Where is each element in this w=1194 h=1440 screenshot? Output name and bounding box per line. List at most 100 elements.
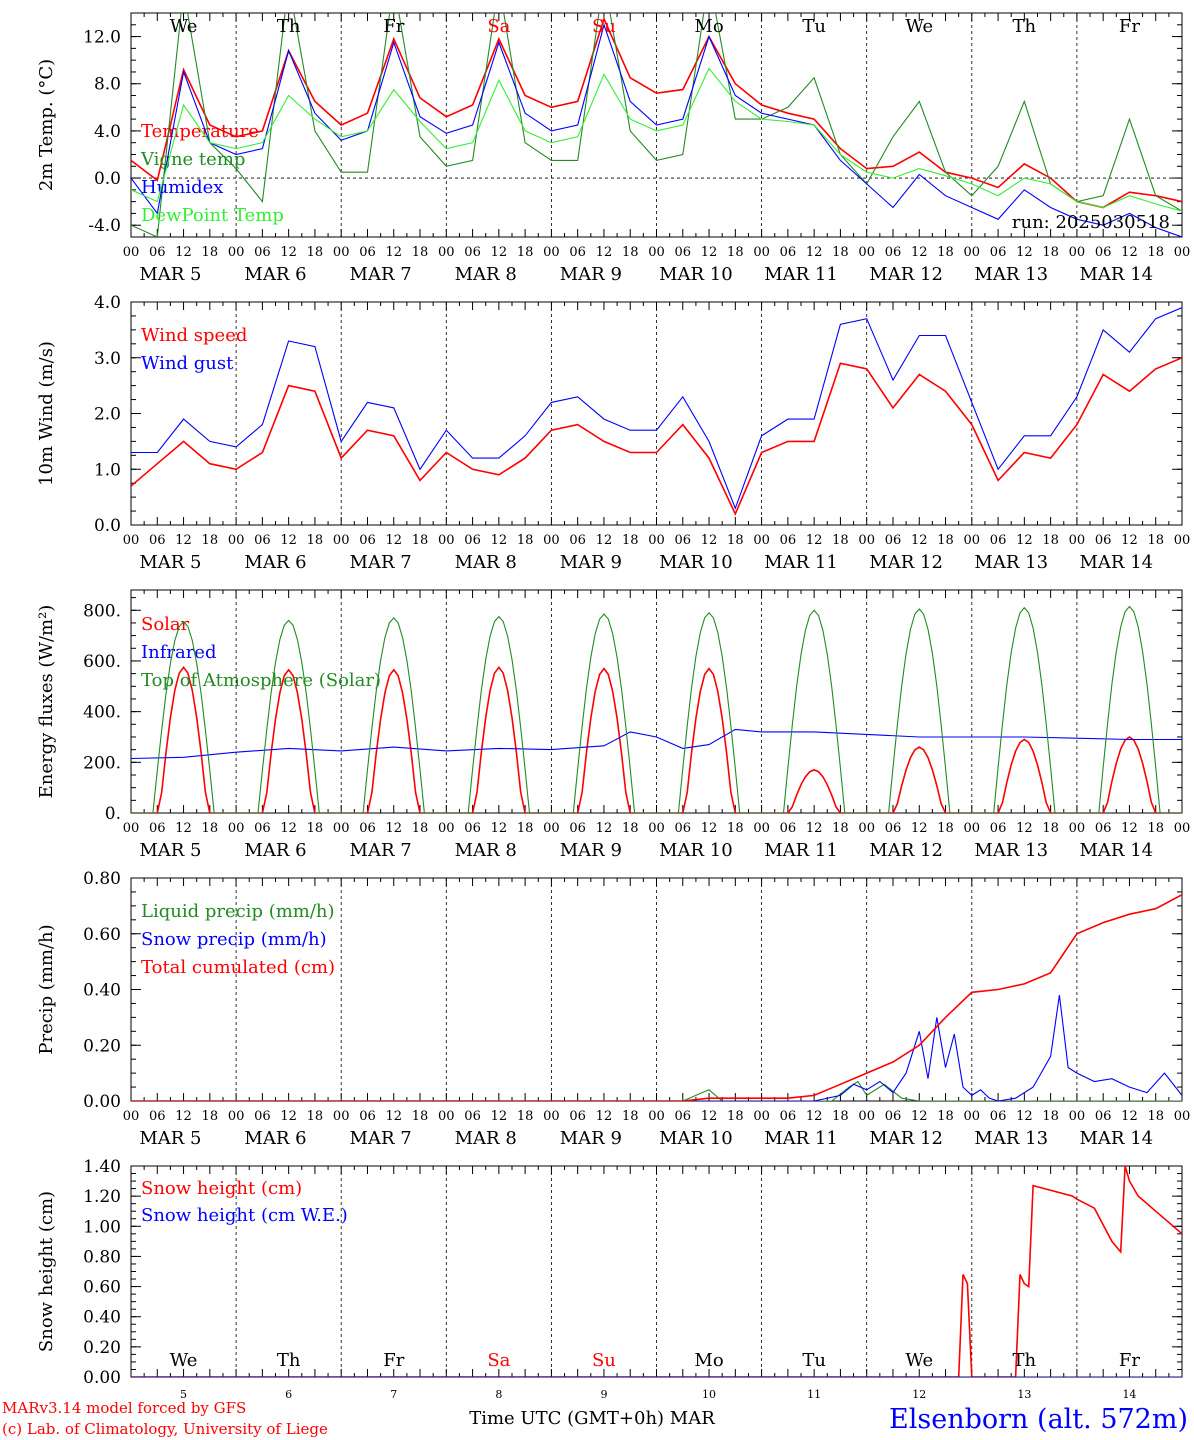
hour-tick-label: 18 [1147,245,1164,260]
date-label: MAR 12 [869,264,943,285]
hour-tick-label: 00 [228,245,245,260]
hour-tick-label: 00 [438,821,455,836]
legend-entry: DewPoint Temp [141,205,284,226]
y-tick-label: 2.0 [94,405,121,425]
hour-tick-label: 12 [806,821,823,836]
hour-tick-label: 12 [491,821,508,836]
panel-3: 800. 600. 400. 200. 0. Energy fluxes (W/m²) So… [36,589,1190,861]
hour-tick-label: 12 [1121,245,1138,260]
day-number-label: 12 [912,1388,926,1401]
series-line-snow-precip-mm-h- [131,995,1182,1101]
hour-tick-label: 06 [675,821,692,836]
hour-tick-label: 00 [333,245,350,260]
hour-tick-label: 12 [1121,821,1138,836]
credit-line-1: MARv3.14 model forced by GFS [2,1399,246,1417]
date-label: MAR 5 [139,1128,201,1149]
hour-tick-label: 12 [175,821,192,836]
hour-tick-label: 18 [622,533,639,548]
hour-tick-label: 12 [911,1109,928,1124]
y-tick-label: 0.0 [94,169,121,189]
plot-frame [130,589,1183,814]
hour-tick-label: 12 [280,1109,297,1124]
hour-tick-label: 06 [569,533,586,548]
y-tick-label: 8.0 [94,75,121,95]
hour-tick-label: 00 [438,245,455,260]
hour-tick-label: 18 [1147,1109,1164,1124]
hour-tick-label: 06 [149,1109,166,1124]
hour-tick-label: 00 [543,245,560,260]
hour-tick-label: 18 [202,533,219,548]
hour-tick-label: 00 [438,533,455,548]
hour-tick-label: 12 [911,245,928,260]
day-name-label: Fr [383,1350,404,1371]
hour-tick-label: 00 [753,245,770,260]
hour-tick-label: 18 [832,533,849,548]
hour-tick-label: 18 [517,1109,534,1124]
series-line-solar [131,665,1182,813]
hour-tick-label: 00 [1069,1109,1086,1124]
day-name-label: We [170,16,198,37]
footer: MARv3.14 model forced by GFS (c) Lab. of… [2,1399,1188,1438]
hour-tick-label: 18 [1042,245,1059,260]
date-label: MAR 7 [350,264,412,285]
hour-tick-label: 00 [753,1109,770,1124]
day-name-label: Su [592,1350,616,1371]
hour-tick-label: 06 [1095,245,1112,260]
hour-tick-label: 12 [596,533,613,548]
date-label: MAR 8 [455,552,517,573]
hour-tick-label: 06 [254,533,271,548]
hour-tick-label: 00 [753,821,770,836]
plot-frame [130,301,1183,526]
hour-tick-label: 18 [412,821,429,836]
hour-tick-label: 00 [1069,533,1086,548]
date-label: MAR 12 [869,552,943,573]
hour-tick-label: 00 [964,821,981,836]
hour-tick-label: 00 [858,821,875,836]
hour-tick-label: 06 [990,1109,1007,1124]
series-line-vigne-temp [131,13,1182,237]
day-name-label: Mo [694,16,723,37]
y-axis-label: Energy fluxes (W/m²) [36,605,57,799]
day-number-label: 5 [180,1388,187,1401]
hour-tick-label: 12 [491,1109,508,1124]
date-label: MAR 7 [350,840,412,861]
hour-tick-label: 00 [858,245,875,260]
y-tick-label: 200. [83,753,121,773]
date-label: MAR 6 [244,840,306,861]
day-name-label: Tu [802,1350,826,1371]
hour-tick-label: 06 [675,1109,692,1124]
hour-tick-label: 18 [307,821,324,836]
y-tick-label: 0.80 [83,869,121,889]
hour-tick-label: 06 [254,821,271,836]
hour-tick-label: 18 [202,821,219,836]
legend-entry: Snow height (cm W.E.) [141,1205,348,1226]
station-label: Elsenborn (alt. 572m) [889,1404,1188,1435]
hour-tick-label: 06 [149,821,166,836]
date-label: MAR 6 [244,264,306,285]
hour-tick-label: 12 [280,245,297,260]
panel-1: 12.0 8.0 4.0 0.0 -4.0 2m Temp. (°C) Temperatur… [36,12,1191,285]
y-tick-label: 0.00 [83,1092,121,1112]
hour-tick-label: 00 [333,821,350,836]
hour-tick-label: 00 [648,245,665,260]
y-tick-label: -4.0 [88,216,121,236]
day-name-label: Th [277,16,301,37]
hour-tick-label: 00 [858,1109,875,1124]
hour-tick-label: 00 [1174,245,1191,260]
hour-tick-label: 12 [701,821,718,836]
hour-tick-label: 06 [780,1109,797,1124]
hour-tick-label: 12 [806,1109,823,1124]
hour-tick-label: 12 [1016,245,1033,260]
day-name-label: We [170,1350,198,1371]
hour-tick-label: 06 [990,821,1007,836]
date-label: MAR 11 [764,552,838,573]
series-line-snow-height-cm- [131,1166,1182,1377]
day-name-label: Fr [1119,16,1140,37]
hour-tick-label: 06 [254,245,271,260]
date-label: MAR 5 [139,840,201,861]
date-label: MAR 8 [455,840,517,861]
hour-tick-label: 00 [123,533,140,548]
hour-tick-label: 18 [412,245,429,260]
date-label: MAR 10 [659,840,733,861]
date-label: MAR 14 [1080,840,1154,861]
